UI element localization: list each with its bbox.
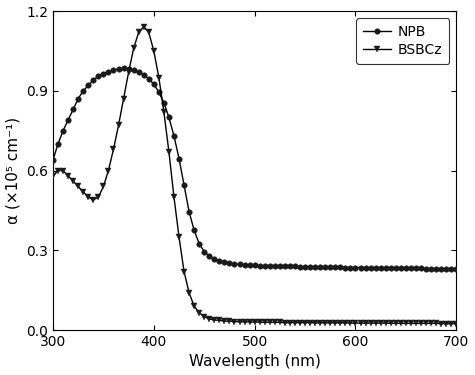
NPB <box>277 264 283 268</box>
NPB <box>383 266 389 270</box>
NPB <box>403 266 409 271</box>
BSBCz <box>403 321 409 326</box>
BSBCz <box>383 321 389 326</box>
NPB <box>121 66 126 71</box>
BSBCz <box>454 321 459 326</box>
NPB <box>448 267 454 271</box>
Line: NPB: NPB <box>50 66 459 272</box>
BSBCz <box>141 25 147 29</box>
NPB <box>352 265 358 270</box>
BSBCz <box>438 321 444 326</box>
Y-axis label: α (×10⁵ cm⁻¹): α (×10⁵ cm⁻¹) <box>6 117 20 224</box>
BSBCz <box>50 174 56 178</box>
BSBCz <box>418 321 424 326</box>
BSBCz <box>277 320 283 325</box>
NPB <box>50 158 56 162</box>
Line: BSBCz: BSBCz <box>50 24 459 327</box>
X-axis label: Wavelength (nm): Wavelength (nm) <box>189 354 321 369</box>
BSBCz <box>307 320 313 325</box>
Legend: NPB, BSBCz: NPB, BSBCz <box>356 18 449 64</box>
NPB <box>454 267 459 271</box>
NPB <box>307 264 313 269</box>
BSBCz <box>352 321 358 326</box>
NPB <box>418 266 424 271</box>
